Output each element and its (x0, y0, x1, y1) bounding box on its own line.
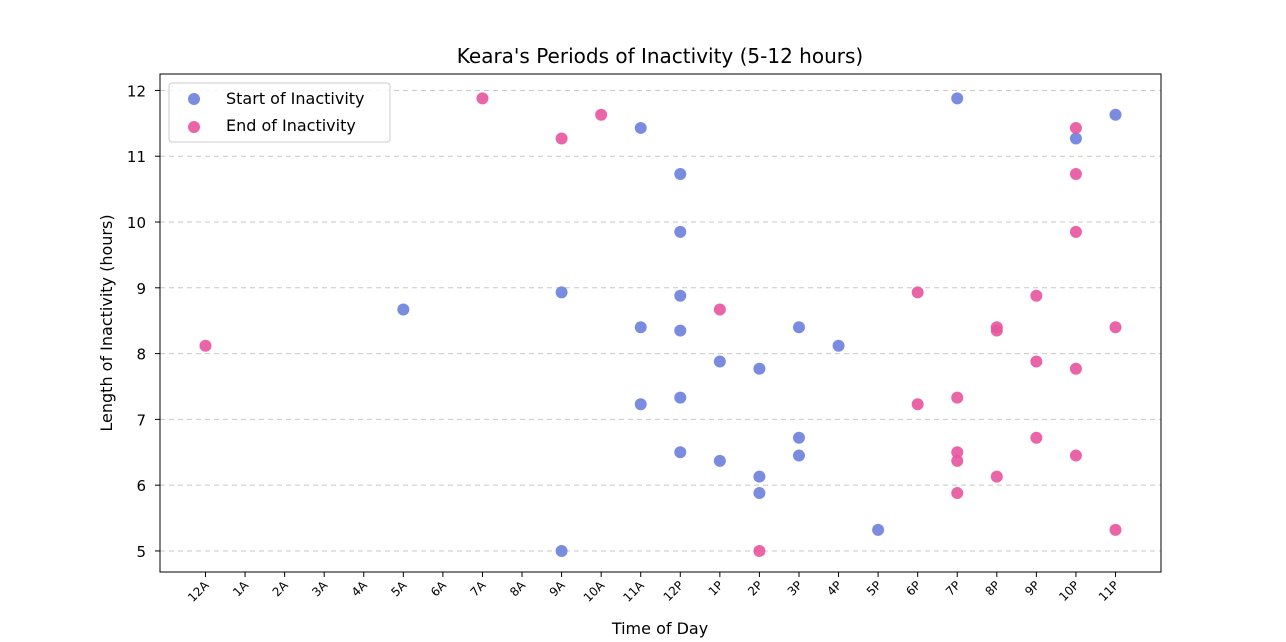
end-point (595, 108, 608, 121)
legend-label-end: End of Inactivity (226, 116, 356, 135)
end-point (990, 324, 1003, 337)
start-point (674, 167, 687, 180)
start-point (1069, 132, 1082, 145)
start-point (634, 121, 647, 134)
end-point (1109, 523, 1122, 536)
start-point (753, 362, 766, 375)
end-point (990, 470, 1003, 483)
plot-frame (159, 73, 1162, 573)
data-points (199, 92, 1122, 557)
legend-label-start: Start of Inactivity (226, 89, 365, 108)
end-point (1109, 321, 1122, 334)
start-point (872, 523, 885, 536)
end-point (1069, 121, 1082, 134)
end-point (1030, 355, 1043, 368)
end-point (1069, 449, 1082, 462)
start-point (951, 92, 964, 105)
end-point (911, 398, 924, 411)
start-point (555, 544, 568, 557)
legend-box (168, 82, 391, 143)
start-point (634, 398, 647, 411)
end-point (951, 487, 964, 500)
y-tick-label: 8 (136, 346, 146, 364)
y-tick-label: 11 (127, 148, 146, 166)
end-point (1030, 431, 1043, 444)
start-point (674, 225, 687, 238)
start-point (792, 449, 805, 462)
y-axis-label: Length of Inactivity (hours) (97, 214, 116, 431)
end-point (951, 454, 964, 467)
start-point (713, 454, 726, 467)
end-point (476, 92, 489, 105)
start-point (832, 339, 845, 352)
legend-marker-end (188, 121, 200, 133)
y-tick-label: 9 (136, 280, 146, 298)
end-point (555, 132, 568, 145)
start-point (792, 321, 805, 334)
start-point (397, 303, 410, 316)
y-tick-label: 5 (136, 543, 146, 561)
start-point (753, 487, 766, 500)
chart-title: Keara's Periods of Inactivity (5-12 hour… (457, 44, 863, 68)
end-point (713, 303, 726, 316)
y-tick-label: 10 (127, 214, 146, 232)
y-tick-label: 7 (136, 411, 146, 429)
start-point (674, 446, 687, 459)
end-point (951, 391, 964, 404)
start-point (555, 286, 568, 299)
start-point (674, 391, 687, 404)
legend-marker-start (188, 93, 200, 105)
end-point (753, 544, 766, 557)
end-point (1069, 167, 1082, 180)
end-point (951, 446, 964, 459)
end-point (1030, 289, 1043, 302)
end-point (1069, 362, 1082, 375)
start-point (634, 321, 647, 334)
end-point (1069, 225, 1082, 238)
start-point (753, 470, 766, 483)
start-point (792, 431, 805, 444)
end-point (911, 286, 924, 299)
y-tick-label: 6 (136, 477, 146, 495)
end-point (199, 339, 212, 352)
start-point (713, 355, 726, 368)
legend: Start of Inactivity End of Inactivity (168, 82, 391, 143)
start-point (1109, 108, 1122, 121)
y-axis-ticks: 5 6 7 8 9 10 11 12 (127, 82, 160, 561)
start-point (674, 289, 687, 302)
start-point (674, 324, 687, 337)
y-tick-label: 12 (127, 82, 146, 100)
x-axis-label: Time of Day (611, 619, 708, 638)
